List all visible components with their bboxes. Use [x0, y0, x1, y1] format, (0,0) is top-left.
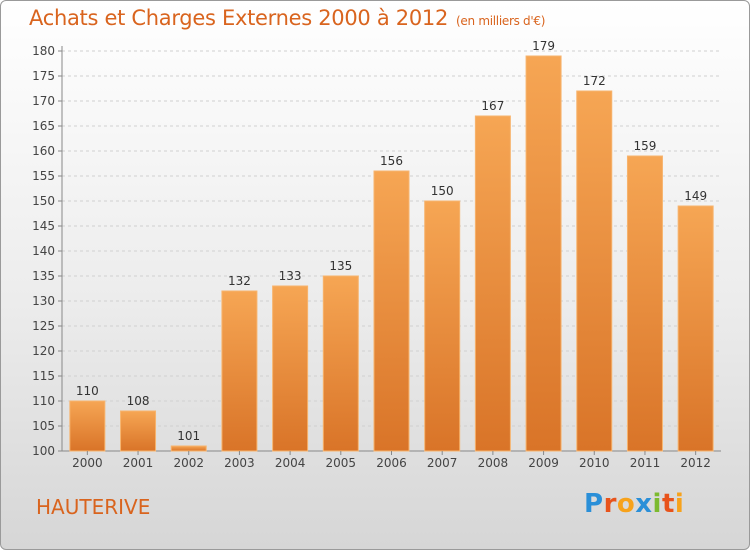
y-tick-label: 120	[32, 344, 55, 358]
bar-2005	[322, 275, 359, 452]
y-tick-label: 170	[32, 94, 55, 108]
y-tick-label: 135	[32, 269, 55, 283]
x-tick-label-2010: 2010	[579, 456, 610, 470]
logo-letter: i	[652, 489, 662, 519]
data-label-2003: 132	[228, 274, 251, 288]
logo-letter: o	[616, 489, 636, 519]
data-label-2005: 135	[329, 259, 352, 273]
y-tick-label: 160	[32, 144, 55, 158]
x-tick-label-2012: 2012	[680, 456, 711, 470]
data-label-2009: 179	[532, 39, 555, 53]
proxiti-logo: Proxiti	[584, 489, 684, 519]
y-tick-label: 155	[32, 169, 55, 183]
y-tick-label: 180	[32, 44, 55, 58]
y-tick-label: 140	[32, 244, 55, 258]
y-tick-label: 165	[32, 119, 55, 133]
x-tick-label-2005: 2005	[326, 456, 357, 470]
y-tick-label: 100	[32, 444, 55, 458]
logo-letter: x	[635, 489, 653, 519]
bar-2008	[474, 115, 511, 452]
y-tick-label: 150	[32, 194, 55, 208]
data-label-2007: 150	[431, 184, 454, 198]
data-labels: 110 108 101 132 133 135 156 150 167 179 172 159 149	[76, 39, 707, 443]
data-label-2011: 159	[634, 139, 657, 153]
y-tick-label: 110	[32, 394, 55, 408]
chart-title: Achats et Charges Externes 2000 à 2012 (e…	[29, 6, 545, 30]
y-tick-label: 130	[32, 294, 55, 308]
x-tick-label-2003: 2003	[224, 456, 255, 470]
bar-2007	[424, 200, 461, 452]
grid-lines	[58, 50, 721, 452]
bar-2001	[120, 410, 157, 452]
x-tick-label-2006: 2006	[376, 456, 407, 470]
x-tick-label-2009: 2009	[528, 456, 559, 470]
x-tick-label-2008: 2008	[478, 456, 509, 470]
x-tick-label-2000: 2000	[72, 456, 103, 470]
y-tick-label: 175	[32, 69, 55, 83]
bar-2011	[626, 155, 663, 452]
title-text: Achats et Charges Externes 2000 à 2012	[29, 6, 449, 30]
x-tick-label-2004: 2004	[275, 456, 306, 470]
y-tick-label: 125	[32, 319, 55, 333]
x-tick-labels: 2000 2001 2002 2003 2004 2005 2006 2007 2008 2009…	[72, 451, 711, 470]
bar-2010	[576, 90, 613, 452]
data-label-2008: 167	[481, 99, 504, 113]
bar-2004	[272, 285, 309, 452]
bar-2006	[373, 170, 410, 452]
logo-letter: t	[661, 489, 675, 519]
unit-note: (en milliers d'€)	[456, 14, 546, 28]
logo-letter: P	[584, 489, 604, 519]
x-tick-label-2007: 2007	[427, 456, 458, 470]
x-tick-label-2001: 2001	[123, 456, 154, 470]
bar-2003	[221, 290, 258, 452]
bar-2002	[170, 445, 207, 452]
y-tick-labels: 100 105 110 115 120 125 130 135 140 145 150 155 160 1…	[32, 44, 55, 458]
bar-2000	[69, 400, 106, 452]
y-tick-label: 145	[32, 219, 55, 233]
data-label-2004: 133	[279, 269, 302, 283]
y-tick-label: 105	[32, 419, 55, 433]
logo-letter: r	[603, 489, 617, 519]
data-label-2001: 108	[127, 394, 150, 408]
data-label-2012: 149	[684, 189, 707, 203]
data-label-2000: 110	[76, 384, 99, 398]
bar-2009	[525, 55, 562, 452]
x-tick-label-2011: 2011	[630, 456, 661, 470]
bar-2012	[677, 205, 714, 452]
commune-name: HAUTERIVE	[36, 495, 151, 519]
data-label-2006: 156	[380, 154, 403, 168]
bars	[69, 55, 714, 452]
data-label-2010: 172	[583, 74, 606, 88]
y-tick-label: 115	[32, 369, 55, 383]
logo-letter: i	[674, 489, 685, 519]
x-tick-label-2002: 2002	[173, 456, 204, 470]
data-label-2002: 101	[177, 429, 200, 443]
